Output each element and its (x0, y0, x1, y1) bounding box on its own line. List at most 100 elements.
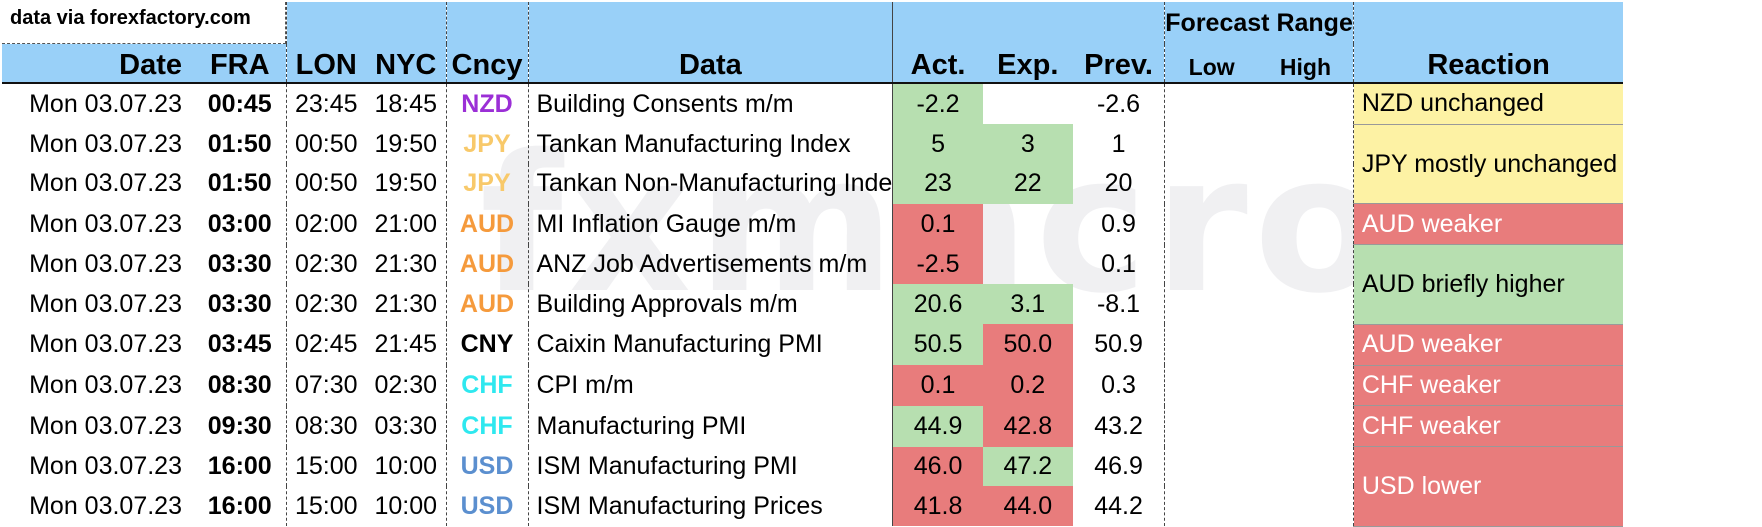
row-previous: -2.6 (1096, 89, 1141, 118)
row-expected: 44.0 (982, 486, 1073, 527)
row-lon-time: 02:00 (285, 203, 366, 245)
row-fra-time: 03:30 (207, 250, 272, 279)
row-nyc-time: 21:00 (374, 209, 438, 238)
row-actual: 23 (892, 164, 983, 204)
row-forecast-high (1258, 245, 1353, 285)
row-currency: AUD (445, 284, 528, 325)
row-forecast-low (1164, 83, 1259, 125)
row-currency: USD (445, 446, 528, 487)
row-forecast-low (1164, 124, 1259, 165)
row-previous: 0.9 (1101, 209, 1136, 238)
header-act: Act. (892, 44, 983, 84)
row-forecast-high (1258, 204, 1353, 245)
row-currency: USD (445, 486, 528, 527)
row-forecast-high (1258, 124, 1353, 164)
header-fra: FRA (194, 44, 286, 84)
row-lon-time: 00:50 (285, 164, 366, 204)
row-actual: 20.6 (892, 284, 983, 325)
table-row: Mon 03.07.23 03:30 02:30 21:30 AUD Building A… (2, 284, 1623, 325)
header-spacer-exp (982, 2, 1073, 44)
header-spacer-prev (1072, 2, 1165, 44)
row-actual: 50.5 (892, 324, 983, 366)
row-lon-time: 07:30 (285, 365, 366, 406)
row-date: Mon 03.07.23 (29, 129, 182, 158)
row-forecast-low (1164, 284, 1259, 325)
row-forecast-low (1164, 164, 1259, 204)
row-actual: 41.8 (892, 486, 983, 527)
row-forecast-high (1258, 447, 1353, 487)
header-forecast-range: Forecast Range (1164, 2, 1354, 44)
row-lon-time: 02:45 (285, 324, 366, 366)
table-row: Mon 03.07.23 08:30 07:30 02:30 CHF CPI m/m 0.1… (2, 365, 1624, 407)
row-nyc-time: 02:30 (374, 370, 438, 399)
header-spacer-reaction (1352, 2, 1624, 44)
row-fra-time: 00:45 (207, 89, 272, 118)
row-currency: JPY (445, 124, 528, 165)
row-fra-time: 09:30 (207, 411, 272, 440)
row-expected: 42.8 (982, 405, 1073, 447)
header-spacer-act (892, 2, 983, 44)
header-exp: Exp. (982, 44, 1073, 84)
row-forecast-high (1258, 83, 1353, 124)
row-forecast-high (1258, 365, 1353, 406)
reaction-cell: AUD briefly higher (1352, 244, 1624, 325)
header-spacer-nyc (366, 2, 446, 44)
row-forecast-low (1164, 203, 1259, 245)
table-row: Mon 03.07.23 03:00 02:00 21:00 AUD MI Inflati… (2, 203, 1624, 246)
row-forecast-high (1258, 164, 1353, 204)
row-date: Mon 03.07.23 (29, 330, 182, 359)
row-nyc-time: 21:30 (374, 289, 438, 318)
row-forecast-low (1164, 405, 1259, 447)
row-expected: 0.2 (982, 365, 1073, 406)
row-forecast-high (1258, 284, 1353, 324)
header-data: Data (527, 44, 893, 84)
row-fra-time: 03:30 (207, 289, 272, 318)
header-spacer-data (527, 2, 893, 44)
row-lon-time: 15:00 (285, 486, 366, 527)
row-expected: 50.0 (982, 324, 1073, 366)
row-nyc-time: 10:00 (374, 452, 438, 481)
row-expected: 22 (982, 164, 1073, 204)
reaction-cell: CHF weaker (1352, 405, 1624, 448)
header-spacer-cncy (445, 2, 528, 44)
row-previous: 1 (1111, 129, 1126, 158)
row-forecast-low (1164, 324, 1259, 366)
row-lon-time: 02:30 (285, 244, 366, 285)
row-currency: NZD (445, 83, 528, 125)
table-row: Mon 03.07.23 03:45 02:45 21:45 CNY Caixin Man… (2, 324, 1624, 366)
row-lon-time: 00:50 (285, 124, 366, 165)
header-reaction: Reaction (1352, 44, 1624, 84)
row-previous: 44.2 (1094, 491, 1143, 520)
table-row: Mon 03.07.23 00:45 23:45 18:45 NZD Building C… (2, 83, 1624, 125)
row-lon-time: 02:30 (285, 284, 366, 325)
row-currency: CHF (445, 365, 528, 406)
header-low: Low (1164, 44, 1259, 84)
row-date: Mon 03.07.23 (29, 209, 182, 238)
row-previous: -8.1 (1096, 289, 1141, 318)
row-expected (983, 245, 1073, 285)
row-date: Mon 03.07.23 (29, 491, 182, 520)
row-previous: 0.1 (1101, 250, 1136, 279)
row-currency: AUD (445, 203, 528, 245)
table-row: Mon 03.07.23 16:00 15:00 10:00 USD ISM Manufa… (2, 446, 1624, 527)
row-expected: 47.2 (982, 446, 1073, 487)
reaction-cell: AUD weaker (1352, 203, 1624, 246)
row-actual: 5 (892, 124, 983, 165)
row-nyc-time: 19:50 (374, 169, 438, 198)
header-high: High (1258, 44, 1354, 84)
reaction-cell: NZD unchanged (1352, 83, 1624, 125)
header-spacer-lon (285, 2, 366, 44)
row-data-name: Tankan Manufacturing Index (527, 124, 893, 165)
row-data-name: ISM Manufacturing Prices (527, 486, 893, 527)
row-expected (983, 204, 1073, 245)
economic-calendar-table: Forecast Range Date FRA LON NYC Cncy Dat… (2, 2, 1624, 527)
row-nyc-time: 21:45 (374, 330, 438, 359)
row-date: Mon 03.07.23 (29, 370, 182, 399)
row-expected (983, 83, 1073, 124)
row-nyc-time: 10:00 (374, 491, 438, 520)
reaction-cell: USD lower (1352, 446, 1624, 527)
source-note: data via forexfactory.com (2, 2, 286, 44)
row-fra-time: 01:50 (207, 129, 272, 158)
row-nyc-time: 19:50 (374, 129, 438, 158)
row-lon-time: 15:00 (285, 446, 366, 487)
